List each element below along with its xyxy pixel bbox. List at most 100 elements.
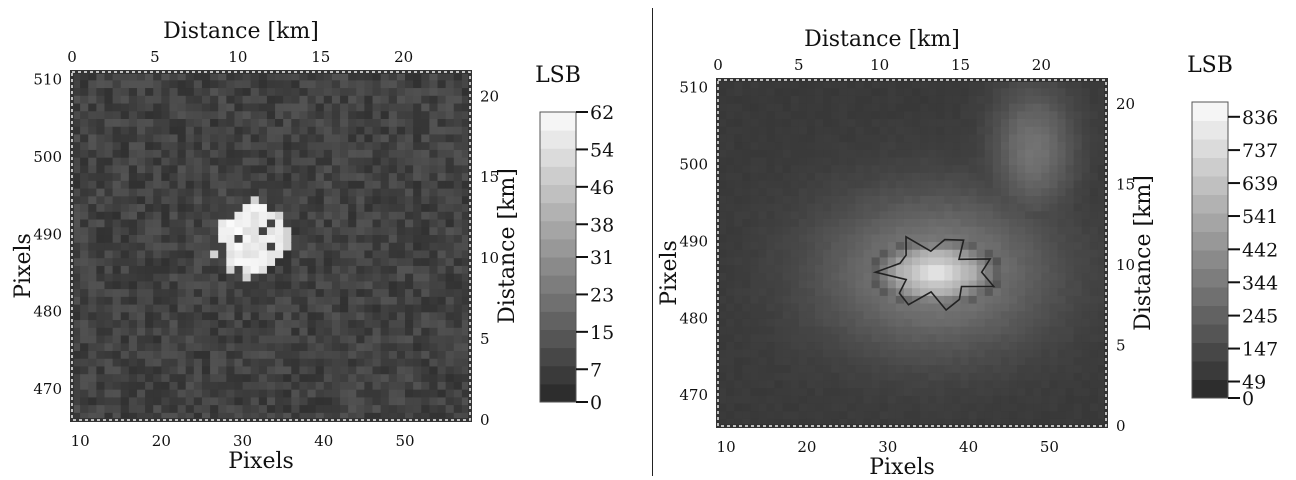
heatmap-cell bbox=[1025, 179, 1034, 189]
heatmap-cell bbox=[283, 211, 292, 220]
heatmap-cell bbox=[782, 356, 792, 366]
heatmap-cell bbox=[1041, 341, 1051, 350]
heatmap-cell bbox=[405, 273, 414, 282]
heatmap-cell bbox=[1041, 356, 1051, 366]
heatmap-cell bbox=[1065, 372, 1075, 381]
heatmap-cell bbox=[855, 233, 865, 243]
heatmap-cell bbox=[895, 149, 905, 158]
heatmap-cell bbox=[1089, 279, 1099, 289]
heatmap-cell bbox=[413, 249, 422, 259]
heatmap-cell bbox=[774, 249, 784, 258]
heatmap-cell bbox=[1073, 141, 1083, 150]
heatmap-cell bbox=[944, 233, 954, 243]
heatmap-cell bbox=[1009, 210, 1018, 219]
heatmap-cell bbox=[218, 110, 227, 119]
heatmap-cell bbox=[734, 241, 743, 250]
heatmap-cell bbox=[895, 356, 905, 366]
y-right-axis-label: Distance [km] bbox=[1131, 175, 1156, 331]
heatmap-cell bbox=[275, 342, 284, 351]
heatmap-cell bbox=[750, 210, 760, 219]
heatmap-cell bbox=[185, 72, 195, 81]
y-left-tick-label: 510 bbox=[33, 71, 62, 89]
heatmap-cell bbox=[356, 118, 366, 127]
heatmap-cell bbox=[758, 402, 768, 412]
heatmap-cell bbox=[968, 302, 978, 312]
heatmap-cell bbox=[258, 95, 268, 104]
heatmap-cell bbox=[242, 172, 252, 181]
heatmap-cell bbox=[275, 102, 284, 112]
heatmap-cell bbox=[437, 280, 447, 290]
heatmap-cell bbox=[299, 79, 309, 89]
heatmap-cell bbox=[169, 365, 179, 375]
heatmap-cell bbox=[283, 95, 292, 104]
heatmap-cell bbox=[461, 188, 471, 197]
heatmap-cell bbox=[1065, 203, 1075, 212]
heatmap-cell bbox=[782, 372, 792, 381]
heatmap-cell bbox=[104, 211, 114, 220]
heatmap-cell bbox=[855, 356, 865, 366]
heatmap-cell bbox=[72, 304, 81, 313]
heatmap-cell bbox=[258, 327, 268, 336]
heatmap-cell bbox=[185, 365, 195, 375]
heatmap-cell bbox=[380, 180, 390, 189]
heatmap-cell bbox=[936, 287, 945, 296]
heatmap-cell bbox=[201, 141, 211, 150]
heatmap-cell bbox=[364, 342, 374, 351]
heatmap-cell bbox=[421, 95, 430, 104]
heatmap-cell bbox=[782, 295, 792, 304]
heatmap-cell bbox=[453, 373, 463, 382]
heatmap-cell bbox=[944, 356, 954, 366]
heatmap-cell bbox=[960, 210, 970, 219]
heatmap-cell bbox=[976, 203, 986, 212]
heatmap-cell bbox=[895, 264, 905, 273]
heatmap-cell bbox=[871, 418, 881, 427]
heatmap-cell bbox=[291, 203, 301, 212]
heatmap-cell bbox=[984, 80, 994, 89]
right-heatmap-panel: 10 20 30 40 50 Pixels 0 5 10 15 20 Distance [km] 470… bbox=[656, 0, 1296, 480]
heatmap-cell bbox=[903, 279, 913, 289]
heatmap-cell bbox=[774, 172, 784, 181]
heatmap-cell bbox=[782, 187, 792, 196]
colorbar-tick-label: 38 bbox=[590, 214, 614, 236]
heatmap-cell bbox=[226, 79, 236, 89]
heatmap-cell bbox=[291, 249, 301, 259]
heatmap-cell bbox=[161, 79, 171, 89]
heatmap-cell bbox=[1000, 410, 1010, 419]
heatmap-cell bbox=[153, 319, 162, 328]
heatmap-cell bbox=[356, 389, 366, 398]
heatmap-cell bbox=[790, 410, 800, 419]
heatmap-cell bbox=[750, 395, 760, 404]
heatmap-cell bbox=[742, 279, 751, 289]
heatmap-cell bbox=[952, 233, 962, 243]
heatmap-cell bbox=[1025, 279, 1034, 289]
heatmap-cell bbox=[299, 218, 309, 228]
heatmap-cell bbox=[920, 218, 929, 227]
heatmap-cell bbox=[145, 79, 154, 89]
heatmap-cell bbox=[1049, 172, 1059, 181]
heatmap-cell bbox=[1081, 210, 1091, 219]
heatmap-cell bbox=[758, 410, 768, 419]
heatmap-cell bbox=[161, 149, 171, 158]
heatmap-cell bbox=[96, 226, 106, 235]
heatmap-cell bbox=[112, 373, 122, 382]
heatmap-cell bbox=[364, 327, 374, 336]
heatmap-cell bbox=[266, 211, 276, 220]
heatmap-cell bbox=[372, 87, 382, 96]
heatmap-cell bbox=[437, 342, 447, 351]
heatmap-cell bbox=[1081, 356, 1091, 366]
heatmap-cell bbox=[96, 381, 106, 390]
heatmap-cell bbox=[250, 311, 260, 321]
heatmap-cell bbox=[847, 141, 857, 150]
heatmap-cell bbox=[815, 264, 824, 273]
heatmap-cell bbox=[823, 295, 832, 304]
heatmap-cell bbox=[855, 333, 865, 343]
heatmap-cell bbox=[815, 341, 824, 350]
heatmap-cell bbox=[348, 280, 357, 290]
heatmap-cell bbox=[815, 172, 824, 181]
heatmap-cell bbox=[437, 381, 447, 390]
heatmap-cell bbox=[831, 149, 840, 158]
heatmap-cell bbox=[790, 195, 800, 204]
heatmap-cell bbox=[161, 133, 171, 143]
colorbar-segment bbox=[540, 365, 576, 385]
heatmap-cell bbox=[283, 334, 292, 344]
